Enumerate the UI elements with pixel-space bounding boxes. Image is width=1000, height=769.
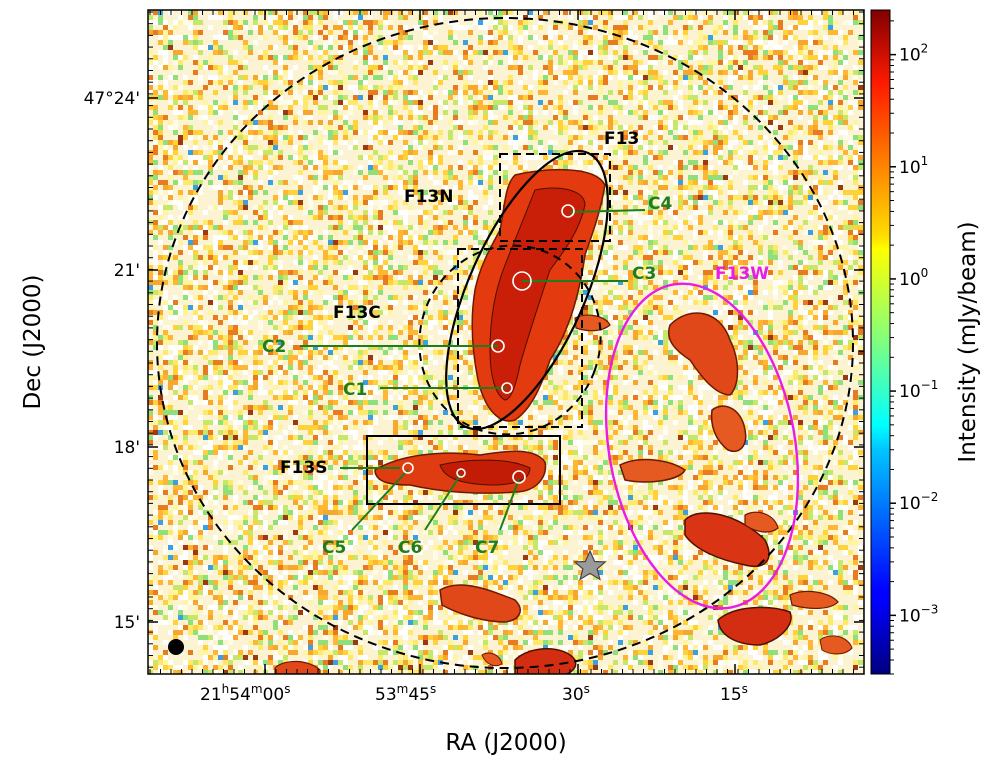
y-tick-label-1: 21' <box>114 261 140 281</box>
label-c1: C1 <box>343 380 367 400</box>
c1-marker <box>501 382 513 394</box>
colorbar-tick-label: 101 <box>899 154 928 178</box>
colorbar-tick-label: 10−2 <box>899 490 938 514</box>
label-f13c: F13C <box>333 303 381 323</box>
c5-pointer <box>351 469 409 531</box>
emission-mid-1 <box>574 314 611 332</box>
c6-pointer <box>424 473 462 531</box>
minor-ticks <box>148 10 864 674</box>
f13w-emission-3 <box>619 458 686 483</box>
f13s-box <box>366 435 561 505</box>
emission-se-2 <box>789 590 839 609</box>
f13c-box <box>457 248 583 428</box>
y-axis-title: Dec (J2000) <box>20 274 46 409</box>
c4-pointer <box>569 209 646 213</box>
label-c5: C5 <box>322 538 346 558</box>
emission-regions <box>274 168 853 674</box>
heatmap-image <box>148 10 864 674</box>
x-tick-label-1: 53m45s <box>375 682 436 705</box>
x-axis-title: RA (J2000) <box>445 730 566 756</box>
emission-se-1 <box>717 606 792 646</box>
y-tick-labels: 47°24' 21' 18' 15' <box>84 89 140 633</box>
field-circle <box>156 17 854 669</box>
x-tick-label-3: 15s <box>720 682 748 705</box>
label-c6: C6 <box>398 538 422 558</box>
c6-marker <box>456 468 466 478</box>
axis-ticks <box>148 10 864 674</box>
label-c4: C4 <box>648 194 672 214</box>
colorbar-tick-label: 102 <box>899 42 928 66</box>
c7-pointer <box>499 478 520 531</box>
x-tick-labels: 21h54m00s 53m45s 30s 15s <box>200 682 748 705</box>
colorbar: 10−3 10−2 10−1 100 101 102 Intensity (mJy/bea… <box>870 9 981 675</box>
label-f13: F13 <box>604 129 639 149</box>
colorbar-gradient <box>870 9 891 675</box>
x-tick-label-0: 21h54m00s <box>200 682 291 705</box>
c2-marker <box>491 339 505 353</box>
y-tick-label-2: 18' <box>114 438 140 458</box>
label-c2: C2 <box>262 337 286 357</box>
colorbar-ticks: 10−3 10−2 10−1 100 101 102 <box>890 20 938 675</box>
region-labels: F13 F13N F13C F13S F13W <box>280 129 769 478</box>
f13w-emission-4 <box>684 512 770 567</box>
label-c3: C3 <box>632 264 656 284</box>
f13w-emission-2 <box>710 405 747 452</box>
emission-sw-1 <box>439 584 521 623</box>
f13n-box <box>499 153 611 242</box>
colorbar-tick-label: 10−3 <box>899 602 938 626</box>
filament-f13s-core <box>439 459 531 486</box>
clump-markers <box>300 204 646 531</box>
x-tick-label-2: 30s <box>562 682 590 705</box>
star-icon <box>573 549 607 581</box>
colorbar-tick-label: 100 <box>899 266 928 290</box>
colorbar-tick-label: 10−1 <box>899 378 938 402</box>
c3-marker <box>512 271 532 291</box>
c7-marker <box>512 470 526 484</box>
emission-corner-1 <box>819 635 853 655</box>
label-f13s: F13S <box>280 458 328 478</box>
label-f13w: F13W <box>715 264 769 284</box>
y-tick-label-3: 15' <box>114 613 140 633</box>
clump-labels: C1 C2 C3 C4 C5 C6 C7 <box>262 194 672 558</box>
label-c7: C7 <box>475 538 499 558</box>
c5-marker <box>402 462 414 474</box>
f13w-emission-1 <box>668 312 739 396</box>
f13w-ellipse <box>604 282 800 610</box>
c4-marker <box>561 204 575 218</box>
beam-icon <box>168 639 184 655</box>
label-f13n: F13N <box>404 187 454 207</box>
emission-bottom-3 <box>481 652 503 667</box>
emission-east-1 <box>744 511 779 533</box>
colorbar-title: Intensity (mJy/beam) <box>955 221 981 462</box>
plot-frame <box>147 9 865 675</box>
y-tick-label-0: 47°24' <box>84 89 140 109</box>
overlays <box>156 17 854 669</box>
